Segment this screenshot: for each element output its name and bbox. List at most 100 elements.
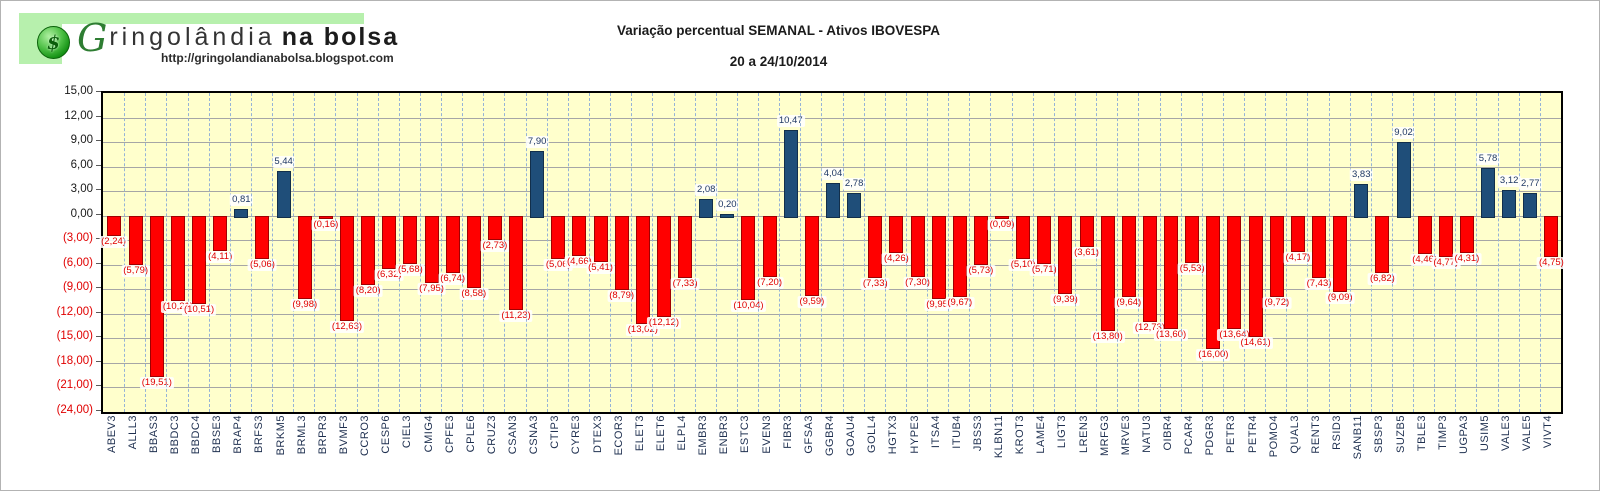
x-tick-label: ABEV3 xyxy=(105,415,118,453)
bar-value-label-ECOR3: (8,79) xyxy=(607,289,637,302)
bar-value-label-BVMF3: (12,63) xyxy=(329,320,365,333)
x-tick-CPFE3: CPFE3 xyxy=(439,415,460,487)
bar-value-label-ALLL3: (5,79) xyxy=(121,265,151,278)
bar-value-label-UGPA3: (4,31) xyxy=(1452,252,1482,265)
bar-cell-CPLE6: (8,58) xyxy=(459,93,489,412)
bar-cell-ITUB4: (9,67) xyxy=(945,93,975,412)
bar-cell-CRUZ3: (2,73) xyxy=(480,93,510,412)
brand-initial: G xyxy=(77,16,108,60)
bar-ELET6 xyxy=(656,215,671,317)
bar-cell-VALE5: 2,77 xyxy=(1518,93,1542,412)
x-tick-label: PDGR3 xyxy=(1204,415,1217,456)
bar-PETR3 xyxy=(1227,215,1242,330)
bar-HGTX3 xyxy=(889,215,904,253)
bar-value-label-CCRO3: (8,20) xyxy=(353,284,383,297)
x-tick-label: SBSP3 xyxy=(1373,415,1386,453)
bar-value-label-BRKM5: 5,44 xyxy=(272,156,295,169)
x-tick-label: VALE5 xyxy=(1521,415,1534,451)
x-tick-label: ENBR3 xyxy=(718,415,731,455)
x-tick-label: BBDC3 xyxy=(168,415,181,455)
x-tick-TIMP3: TIMP3 xyxy=(1432,415,1453,487)
bar-POMO4 xyxy=(1269,215,1284,298)
bar-value-label-SBSP3: (6,82) xyxy=(1367,273,1397,286)
bar-cell-ITSA4: (9,95) xyxy=(924,93,954,412)
bar-cell-LAME4: (5,71) xyxy=(1029,93,1059,412)
bar-value-label-RENT3: (7,43) xyxy=(1304,278,1334,291)
bar-SBSP3 xyxy=(1375,215,1390,274)
bar-cell-ABEV3: (2,24) xyxy=(99,93,128,412)
bar-NATU3 xyxy=(1142,215,1157,322)
bar-value-label-EMBR3: 2,08 xyxy=(694,183,718,196)
x-tick-label: ITSA4 xyxy=(929,415,942,449)
x-tick-RENT3: RENT3 xyxy=(1305,415,1326,487)
x-tick-label: PCAR4 xyxy=(1183,415,1196,455)
x-tick-label: UGPA3 xyxy=(1457,415,1470,454)
x-tick-BBDC4: BBDC4 xyxy=(186,415,207,487)
bar-cell-KLBN11: (0,09) xyxy=(987,93,1017,412)
y-tick-mark xyxy=(96,360,101,362)
x-tick-label: QUAL3 xyxy=(1288,415,1301,454)
y-tick-label: (6,00) xyxy=(62,256,93,269)
bar-MRVE3 xyxy=(1121,215,1136,297)
y-tick-mark xyxy=(96,385,101,387)
bar-cell-EVEN3: (7,20) xyxy=(755,93,785,412)
bar-TIMP3 xyxy=(1438,215,1453,257)
x-tick-RSID3: RSID3 xyxy=(1327,415,1348,487)
bar-value-label-LIGT3: (9,39) xyxy=(1051,294,1080,307)
bar-cell-ENBR3: 0,20 xyxy=(715,93,739,412)
x-tick-label: USIM5 xyxy=(1479,415,1492,452)
x-tick-label: JBSS3 xyxy=(971,415,984,452)
bar-CESP6 xyxy=(382,215,397,270)
bar-ELET3 xyxy=(635,215,650,325)
bar-value-label-ELPL4: (7,33) xyxy=(670,277,700,290)
bar-cell-CSAN3: (11,23) xyxy=(499,93,533,412)
bar-QUAL3 xyxy=(1290,215,1305,252)
x-tick-label: HYPE3 xyxy=(908,415,921,454)
bar-cell-ELET6: (12,12) xyxy=(646,93,682,412)
bar-VIVT4 xyxy=(1544,215,1559,257)
x-tick-LAME4: LAME4 xyxy=(1031,415,1052,487)
x-tick-label: ELET3 xyxy=(633,415,646,452)
bar-cell-ELPL4: (7,33) xyxy=(670,93,700,412)
y-tick-label: (3,00) xyxy=(62,232,93,245)
bar-cell-CPFE3: (6,74) xyxy=(438,93,468,412)
bar-cell-GOAU4: 2,78 xyxy=(842,93,866,412)
x-tick-BRPR3: BRPR3 xyxy=(312,415,333,487)
bar-cell-USIM5: 5,78 xyxy=(1476,93,1500,412)
y-tick-mark xyxy=(96,311,101,313)
bar-cell-HGTX3: (4,26) xyxy=(881,93,911,412)
x-tick-label: CIEL3 xyxy=(401,415,414,449)
bar-value-label-ITUB4: (9,67) xyxy=(945,296,975,309)
x-tick-label: MRFG3 xyxy=(1098,415,1111,456)
x-tick-CRUZ3: CRUZ3 xyxy=(481,415,502,487)
bar-cell-ESTC3: (10,04) xyxy=(731,93,766,412)
bar-value-label-BBAS3: (19,51) xyxy=(139,377,174,390)
dollar-coin-icon: $ xyxy=(37,26,70,59)
bar-cell-VIVT4: (4,75) xyxy=(1537,93,1566,412)
bar-ELPL4 xyxy=(678,215,693,278)
bar-CSNA3 xyxy=(530,151,545,218)
bar-value-label-CMIG4: (7,95) xyxy=(417,282,446,295)
bar-CIEL3 xyxy=(403,215,418,265)
bar-CSAN3 xyxy=(509,215,524,310)
bar-PDGR3 xyxy=(1206,215,1221,349)
bar-JBSS3 xyxy=(973,215,988,265)
bar-value-label-FIBR3: 10,47 xyxy=(776,115,805,128)
bar-GOAU4 xyxy=(847,192,862,218)
x-tick-PETR4: PETR4 xyxy=(1242,415,1263,487)
gridline-horizontal xyxy=(103,240,1561,242)
gridline-horizontal xyxy=(103,264,1561,266)
logo-banner-top xyxy=(19,13,364,24)
bar-ECOR3 xyxy=(614,215,629,290)
bar-cell-HYPE3: (7,30) xyxy=(903,93,932,412)
y-tick-mark xyxy=(96,164,101,166)
gridline-horizontal xyxy=(103,313,1561,315)
x-tick-label: BBDC4 xyxy=(190,415,203,455)
bar-value-label-GOLL4: (7,33) xyxy=(860,277,890,290)
x-tick-CSAN3: CSAN3 xyxy=(502,415,523,487)
x-tick-BBAS3: BBAS3 xyxy=(143,415,164,487)
bar-value-label-HGTX3: (4,26) xyxy=(881,252,911,265)
bar-value-label-CIEL3: (5,68) xyxy=(395,264,425,277)
bar-CMIG4 xyxy=(424,215,439,283)
